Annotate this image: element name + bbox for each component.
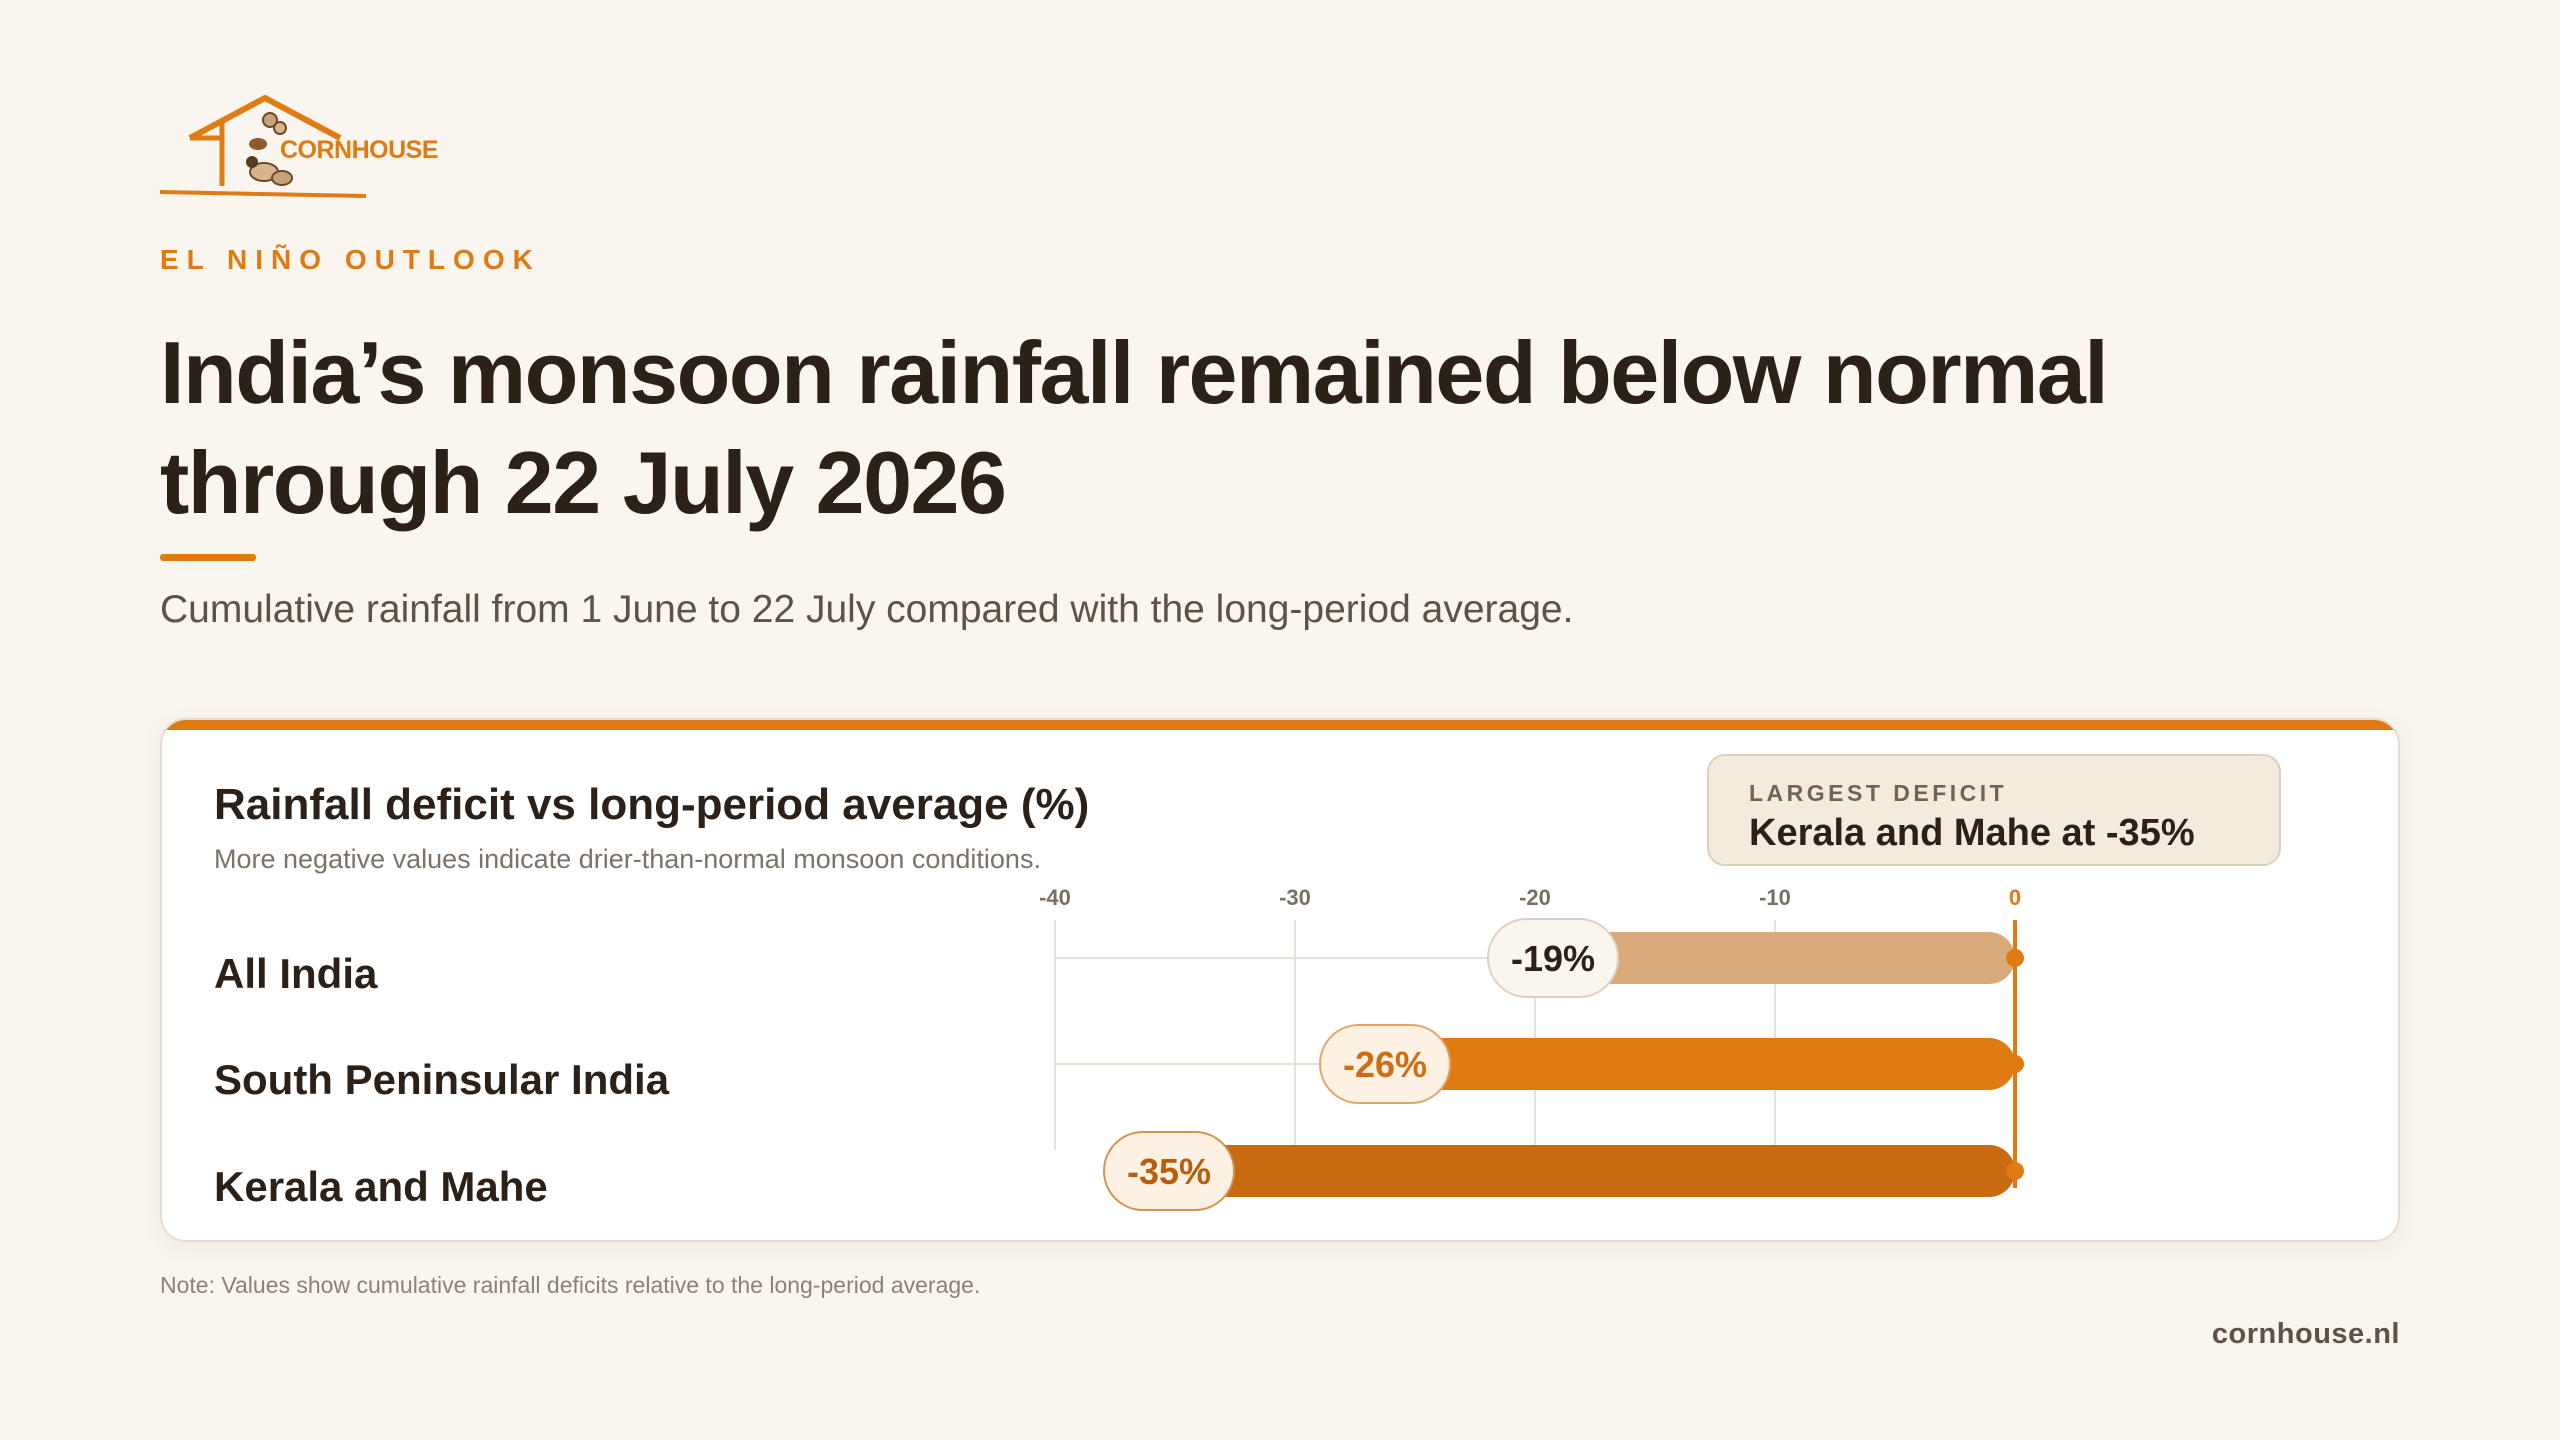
category-label-all-india: All India — [214, 950, 378, 997]
bar-1 — [1391, 1038, 2015, 1090]
title-line-2: through 22 July 2026 — [160, 433, 1007, 532]
value-pill-1 — [1319, 1024, 1451, 1104]
bar-0 — [1559, 932, 2015, 984]
chart-subtitle: More negative values indicate drier-than… — [214, 844, 1041, 874]
callout-label: LARGEST DEFICIT — [1749, 780, 2008, 806]
value-pill-2 — [1103, 1131, 1235, 1211]
value-pill-0 — [1487, 918, 1619, 998]
category-label-kerala-mahe: Kerala and Mahe — [214, 1163, 548, 1210]
page-title: India’s monsoon rainfall remained below … — [160, 318, 2460, 538]
callout-text: Kerala and Mahe at -35% — [1749, 812, 2195, 854]
category-label-south-peninsular: South Peninsular India — [214, 1056, 670, 1103]
value-label: -19% — [1511, 938, 1595, 979]
deficit-bar-chart: -40 -30 -20 -10 0 -19% -26% -35% — [1039, 885, 2024, 1211]
zero-marker-0 — [2006, 949, 2024, 967]
card-accent-bar — [162, 720, 2398, 730]
footnote: Note: Values show cumulative rainfall de… — [160, 1272, 981, 1298]
zero-marker-2 — [2006, 1162, 2024, 1180]
logo-wordmark: CORNHOUSE — [280, 136, 439, 164]
value-label: -35% — [1127, 1151, 1211, 1192]
tick-label: -20 — [1519, 885, 1551, 910]
tick-label: -40 — [1039, 885, 1071, 910]
zero-marker-1 — [2006, 1055, 2024, 1073]
chart-card: Rainfall deficit vs long-period average … — [160, 718, 2400, 1242]
largest-deficit-callout: LARGEST DEFICIT Kerala and Mahe at -35% — [1707, 754, 2281, 866]
cornhouse-logo — [160, 95, 367, 198]
tick-label: 0 — [2009, 885, 2021, 910]
title-line-1: India’s monsoon rainfall remained below … — [160, 323, 2109, 422]
kicker: EL NIÑO OUTLOOK — [160, 244, 541, 275]
chart-title: Rainfall deficit vs long-period average … — [214, 780, 1090, 829]
value-label: -26% — [1343, 1044, 1427, 1085]
subtitle: Cumulative rainfall from 1 June to 22 Ju… — [160, 588, 1574, 631]
site-url[interactable]: cornhouse.nl — [2211, 1318, 2400, 1350]
tick-label: -10 — [1759, 885, 1791, 910]
title-underline — [160, 554, 256, 561]
bar-2 — [1175, 1145, 2015, 1197]
tick-label: -30 — [1279, 885, 1311, 910]
